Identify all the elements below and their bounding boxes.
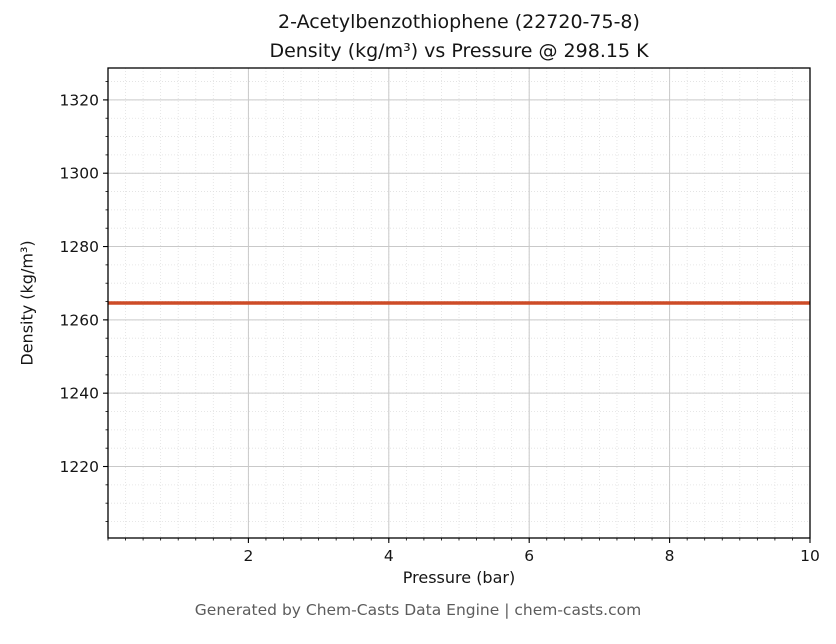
y-tick-label: 1240 <box>60 385 99 403</box>
footer-watermark: Generated by Chem-Casts Data Engine | ch… <box>194 601 642 619</box>
x-tick-label: 6 <box>524 547 534 565</box>
x-tick-label: 2 <box>243 547 253 565</box>
chart-title: 2-Acetylbenzothiophene (22720-75-8) Dens… <box>108 8 810 67</box>
chart-title-line2: Density (kg/m³) vs Pressure @ 298.15 K <box>269 40 649 63</box>
y-axis-label: Density (kg/m³) <box>17 240 37 366</box>
y-tick-label: 1220 <box>60 458 99 476</box>
x-axis-label: Pressure (bar) <box>402 568 516 587</box>
y-tick-label: 1280 <box>60 238 99 256</box>
x-tick-label: 10 <box>800 547 820 565</box>
x-tick-label: 4 <box>384 547 394 565</box>
y-tick-label: 1320 <box>60 91 99 109</box>
chart-title-line1: 2-Acetylbenzothiophene (22720-75-8) <box>278 11 640 33</box>
x-tick-label: 8 <box>665 547 675 565</box>
y-tick-label: 1260 <box>60 311 99 329</box>
axes-frame <box>107 67 811 539</box>
y-tick-label: 1300 <box>60 165 99 183</box>
